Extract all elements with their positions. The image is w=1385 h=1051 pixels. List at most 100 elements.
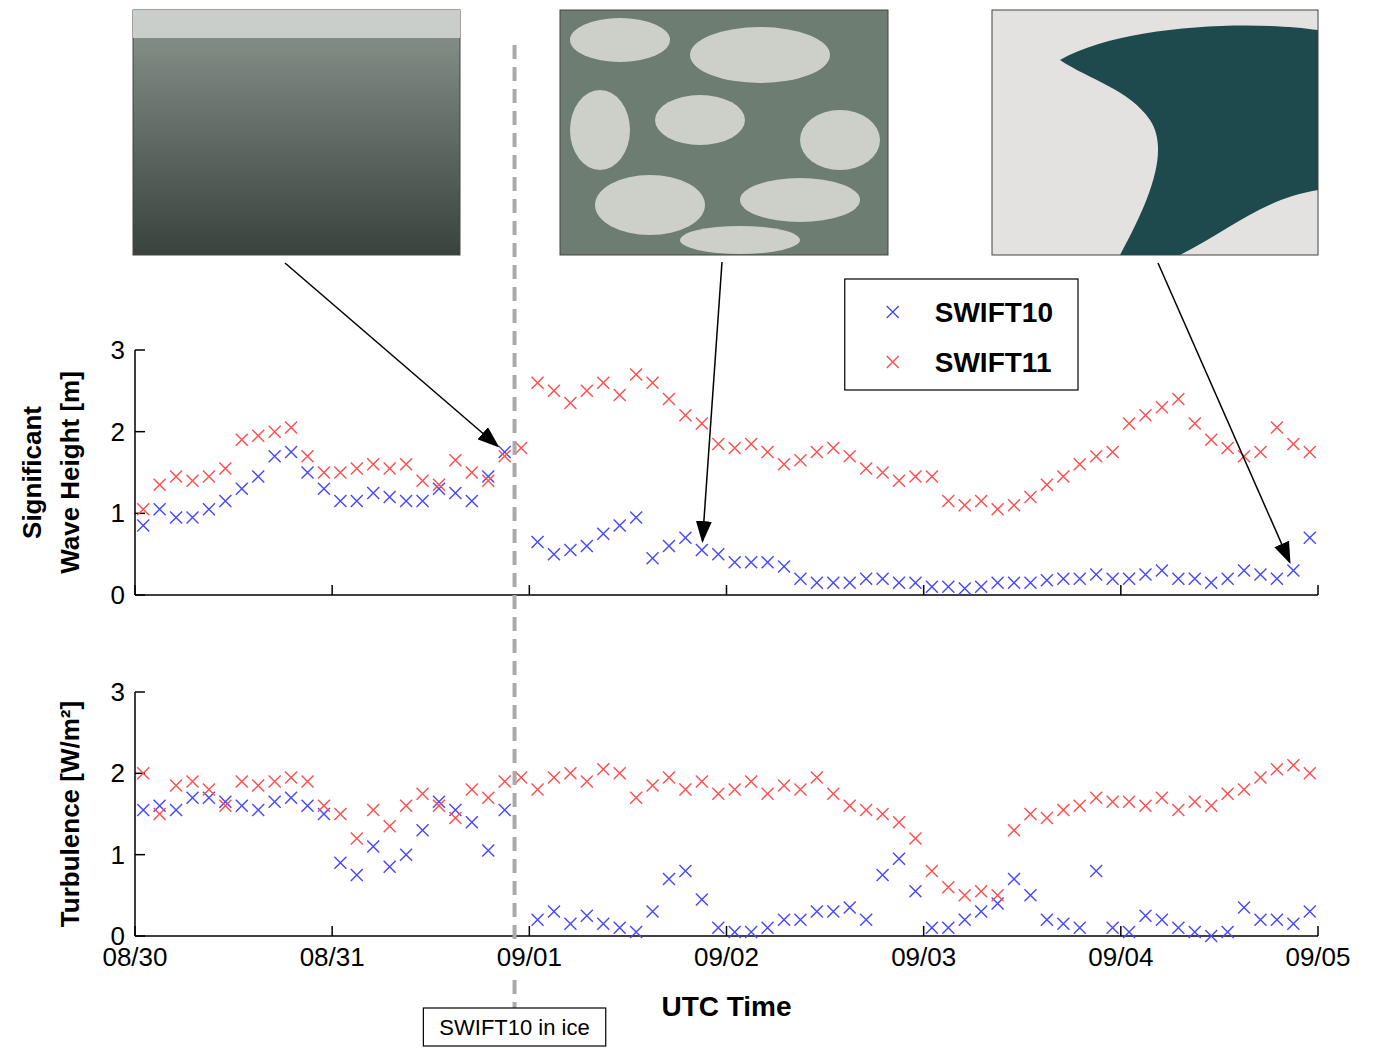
- data-point: [334, 857, 346, 869]
- data-point: [647, 552, 659, 564]
- data-point: [679, 532, 691, 544]
- data-point: [334, 495, 346, 507]
- data-point: [647, 906, 659, 918]
- data-point: [417, 475, 429, 487]
- data-point: [1156, 792, 1168, 804]
- series-0: [137, 792, 1316, 942]
- data-point: [794, 784, 806, 796]
- data-point: [679, 784, 691, 796]
- data-point: [778, 780, 790, 792]
- data-point: [1222, 442, 1234, 454]
- data-point: [1287, 918, 1299, 930]
- data-point: [712, 438, 724, 450]
- data-point: [400, 849, 412, 861]
- data-point: [1008, 873, 1020, 885]
- data-point: [975, 495, 987, 507]
- data-point: [1074, 458, 1086, 470]
- legend-marker: [887, 306, 899, 318]
- data-point: [942, 922, 954, 934]
- x-tick: [134, 926, 136, 936]
- data-point: [762, 788, 774, 800]
- data-point: [219, 495, 231, 507]
- data-point: [729, 442, 741, 454]
- x-tick: [923, 585, 925, 595]
- x-tick-label: 09/05: [1285, 942, 1350, 972]
- data-point: [318, 483, 330, 495]
- data-point: [1287, 438, 1299, 450]
- data-point: [1189, 926, 1201, 938]
- data-point: [1238, 565, 1250, 577]
- data-point: [1024, 577, 1036, 589]
- data-point: [712, 922, 724, 934]
- data-point: [696, 775, 708, 787]
- data-point: [170, 471, 182, 483]
- data-point: [647, 377, 659, 389]
- data-point: [482, 792, 494, 804]
- data-point: [745, 556, 757, 568]
- data-point: [811, 906, 823, 918]
- data-point: [564, 544, 576, 556]
- data-point: [942, 495, 954, 507]
- data-point: [1123, 796, 1135, 808]
- x-tick: [529, 585, 531, 595]
- data-point: [1156, 914, 1168, 926]
- photo-floe: [595, 175, 705, 235]
- data-point: [170, 511, 182, 523]
- data-point: [269, 426, 281, 438]
- data-point: [499, 804, 511, 816]
- data-point: [942, 581, 954, 593]
- data-point: [318, 467, 330, 479]
- data-point: [597, 763, 609, 775]
- data-point: [778, 560, 790, 572]
- data-point: [1205, 577, 1217, 589]
- data-point: [1074, 573, 1086, 585]
- data-point: [252, 804, 264, 816]
- data-point: [1189, 796, 1201, 808]
- data-point: [745, 438, 757, 450]
- data-point: [1271, 914, 1283, 926]
- photo-floe: [570, 18, 670, 62]
- data-point: [1024, 808, 1036, 820]
- data-point: [794, 914, 806, 926]
- data-point: [285, 422, 297, 434]
- data-point: [203, 503, 215, 515]
- y-tick-label: 0: [111, 580, 125, 610]
- series-1: [137, 369, 1316, 516]
- data-point: [449, 812, 461, 824]
- data-point: [1041, 914, 1053, 926]
- data-point: [532, 536, 544, 548]
- legend-label: SWIFT10: [935, 297, 1053, 328]
- data-point: [893, 816, 905, 828]
- data-point: [219, 462, 231, 474]
- y-axis: [134, 692, 136, 936]
- data-point: [1024, 889, 1036, 901]
- data-point: [877, 573, 889, 585]
- annotation-box: [423, 1008, 605, 1046]
- data-point: [252, 471, 264, 483]
- y-tick: [135, 854, 145, 856]
- data-point: [1304, 906, 1316, 918]
- data-point: [860, 914, 872, 926]
- data-point: [959, 582, 971, 594]
- data-point: [992, 889, 1004, 901]
- data-point: [1057, 471, 1069, 483]
- data-point: [811, 446, 823, 458]
- data-point: [285, 446, 297, 458]
- data-point: [1205, 434, 1217, 446]
- data-point: [1123, 573, 1135, 585]
- data-point: [302, 775, 314, 787]
- data-point: [417, 824, 429, 836]
- data-point: [679, 409, 691, 421]
- data-point: [187, 792, 199, 804]
- data-point: [1057, 804, 1069, 816]
- data-point: [466, 495, 478, 507]
- data-point: [696, 418, 708, 430]
- data-point: [269, 775, 281, 787]
- data-point: [532, 784, 544, 796]
- data-point: [647, 780, 659, 792]
- data-point: [400, 800, 412, 812]
- x-tick: [331, 926, 333, 936]
- data-point: [351, 495, 363, 507]
- data-point: [712, 548, 724, 560]
- data-point: [269, 796, 281, 808]
